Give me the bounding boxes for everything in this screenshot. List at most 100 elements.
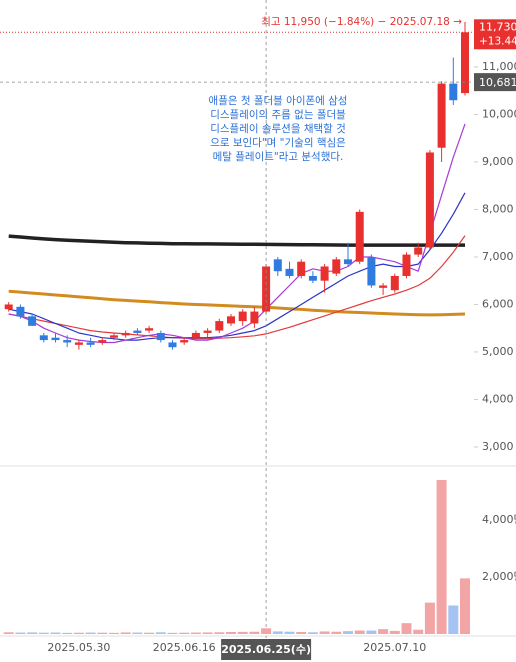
volume-bar <box>319 631 330 634</box>
candle-body <box>437 83 446 148</box>
x-tick-label: 2025.05.30 <box>47 641 110 654</box>
y-tick-label: 11,000 <box>482 60 516 73</box>
candle-body <box>250 311 259 324</box>
candle-body <box>156 332 165 341</box>
candle-body <box>355 211 364 262</box>
volume-tick-label: 2,000만 <box>482 570 516 583</box>
candle-body <box>285 268 294 276</box>
volume-bar <box>226 632 236 634</box>
y-tick-label: 6,000 <box>482 297 514 310</box>
candle-body <box>203 330 212 333</box>
candle-body <box>16 306 25 317</box>
volume-bar <box>272 631 283 634</box>
y-tick-label: 3,000 <box>482 440 514 453</box>
candle-body <box>28 316 37 326</box>
volume-bar <box>389 630 400 634</box>
volume-bar <box>50 632 61 634</box>
volume-bar <box>27 632 38 634</box>
volume-bar <box>413 629 424 634</box>
volume-bar <box>237 631 248 634</box>
candle-body <box>367 256 376 286</box>
candle-body <box>402 254 411 276</box>
moving-average <box>8 192 466 341</box>
y-tick-label: 7,000 <box>482 250 514 263</box>
candle-body <box>461 32 469 94</box>
volume-bar <box>155 632 166 634</box>
volume-tick-label: 4,000만 <box>482 513 516 526</box>
crosshair-date-tag <box>221 639 312 660</box>
candle-body <box>320 266 329 281</box>
annotation: 메탈 플레이트"라고 분석했다. <box>213 150 344 163</box>
candle-body <box>74 342 83 345</box>
candle-body <box>110 335 118 338</box>
candle-body <box>297 261 306 276</box>
candle-body <box>4 304 13 310</box>
volume-bar <box>284 631 295 634</box>
change-label: +13.44% <box>479 35 516 47</box>
volume-bar <box>132 632 143 634</box>
candle-body <box>98 340 107 343</box>
moving-average <box>8 234 465 247</box>
volume-bar <box>460 578 470 634</box>
candle-body <box>344 259 352 265</box>
volume-bar <box>120 632 131 634</box>
candle-body <box>180 340 189 343</box>
y-tick-label: 4,000 <box>482 392 514 405</box>
candle-body <box>133 330 142 333</box>
volume-bar <box>62 632 73 634</box>
volume-bar <box>354 630 365 634</box>
volume-bar <box>167 632 178 634</box>
crosshair-price-tag <box>474 73 516 92</box>
candle-body <box>191 332 200 338</box>
volume-bar <box>97 632 108 634</box>
candle-body <box>379 285 388 288</box>
volume-bar <box>144 632 155 634</box>
crosshair-price-label: 10,681 <box>479 76 516 89</box>
candle-body <box>414 247 423 255</box>
moving-average <box>8 235 466 340</box>
candle-body <box>39 335 48 341</box>
last-price-label: 11,730 <box>479 20 516 33</box>
volume-bar <box>179 632 190 634</box>
high-label: 최고 11,950 (−1.84%) − 2025.07.18 → <box>261 16 462 28</box>
volume-bar <box>85 632 96 634</box>
annotation: 디스플레이 솔루션을 채택할 것 <box>210 123 346 135</box>
volume-bar <box>343 631 353 634</box>
moving-average <box>8 289 466 317</box>
volume-bar <box>202 632 213 634</box>
volume-bar <box>109 632 119 634</box>
volume-bar <box>307 632 318 634</box>
volume-bar <box>366 630 377 634</box>
candle-body <box>168 342 177 348</box>
volume-bar <box>436 479 447 634</box>
volume-bar <box>38 632 49 634</box>
annotation: 으로 보인다"며 "기술의 핵심은 <box>210 137 346 149</box>
moving-average <box>8 123 466 344</box>
candle-body <box>215 321 224 331</box>
candle-body <box>390 275 399 291</box>
volume-bar <box>214 632 225 634</box>
volume-bar <box>401 623 412 634</box>
candle-body <box>86 342 95 345</box>
annotation: 애플은 첫 폴더블 아이폰에 삼성 <box>209 95 348 107</box>
candle-body <box>449 83 458 101</box>
volume-bar <box>3 632 14 634</box>
candle-body <box>51 337 60 341</box>
candle-body <box>121 332 130 336</box>
annotation: 디스플레이의 주름 없는 폴더블 <box>210 108 346 121</box>
volume-bar <box>331 631 342 634</box>
y-tick-label: 5,000 <box>482 345 514 358</box>
volume-bar <box>261 628 272 634</box>
volume-bar <box>190 632 201 634</box>
candle-body <box>63 340 72 343</box>
volume-bar <box>73 632 84 634</box>
volume-bar <box>424 602 435 634</box>
volume-bar <box>249 631 260 634</box>
candle-body <box>273 259 282 272</box>
y-tick-label: 9,000 <box>482 155 514 168</box>
candle-body <box>308 275 317 281</box>
volume-bar <box>378 629 389 634</box>
candle-body <box>332 259 341 274</box>
volume-bar <box>296 632 307 634</box>
